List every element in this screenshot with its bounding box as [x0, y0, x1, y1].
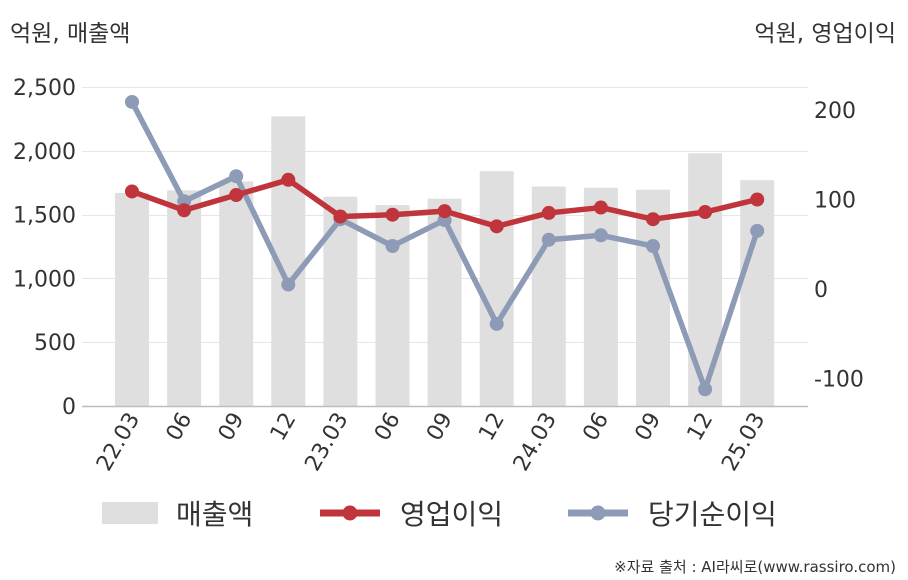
- legend-swatch-net-income: [568, 505, 628, 521]
- right-tick-label: -100: [814, 368, 864, 393]
- left-tick-label: 2,000: [13, 140, 76, 165]
- x-tick-label: 09: [214, 409, 250, 446]
- legend-label-operating-profit: 영업이익: [400, 498, 504, 531]
- right-tick-label: 0: [814, 278, 828, 303]
- legend-item-net-income: 당기순이익: [566, 494, 777, 532]
- x-tick-label: 12: [266, 409, 302, 446]
- x-tick-label: 06: [578, 409, 614, 446]
- net-income-point: [541, 232, 556, 247]
- operating-profit-point: [646, 212, 660, 227]
- x-tick-label: 25.03: [717, 409, 770, 476]
- operating-profit-point: [541, 205, 556, 220]
- legend-swatch-sales: [102, 502, 158, 524]
- legend-label-net-income: 당기순이익: [648, 498, 777, 531]
- net-income-point: [125, 94, 139, 109]
- right-tick-label: 200: [814, 99, 856, 124]
- left-tick-label: 500: [34, 331, 76, 356]
- net-income-point: [646, 239, 660, 254]
- operating-profit-point: [281, 172, 296, 187]
- operating-profit-point: [229, 188, 244, 203]
- legend-label-sales: 매출액: [176, 498, 254, 531]
- x-tick-label: 06: [370, 409, 406, 446]
- net-income-point: [593, 228, 608, 243]
- sales-bar: [740, 180, 775, 406]
- left-tick-label: 1,000: [13, 267, 76, 292]
- sales-bar: [167, 190, 202, 406]
- operating-profit-point: [333, 209, 348, 224]
- right-axis-ticks: -100 0 100 200: [814, 99, 864, 393]
- sales-bar: [688, 153, 723, 406]
- sales-bar: [427, 198, 462, 406]
- x-tick-label: 24.03: [509, 409, 562, 476]
- left-tick-label: 2,500: [13, 76, 76, 101]
- net-income-point: [698, 382, 713, 397]
- sales-bar: [479, 171, 514, 406]
- operating-profit-point: [593, 200, 608, 215]
- sales-bar: [115, 192, 149, 406]
- operating-profit-point: [177, 203, 192, 218]
- x-tick-label: 06: [162, 409, 198, 446]
- x-tick-label: 12: [474, 409, 510, 446]
- left-tick-label: 1,500: [13, 204, 76, 229]
- operating-profit-point: [698, 205, 713, 220]
- sales-bars: [115, 116, 775, 407]
- legend-item-operating-profit: 영업이익: [318, 494, 503, 532]
- sales-bar: [375, 205, 410, 406]
- right-axis-unit: 억원, 영업이익: [754, 21, 896, 47]
- x-tick-label: 12: [683, 409, 719, 446]
- x-tick-label: 09: [422, 409, 458, 446]
- operating-profit-point: [125, 184, 139, 199]
- sales-bar: [219, 181, 254, 406]
- right-tick-label: 100: [814, 189, 856, 214]
- net-income-point: [385, 239, 400, 254]
- profit-lines: [125, 94, 765, 397]
- x-tick-label: 09: [631, 409, 667, 446]
- operating-profit-point: [750, 192, 765, 207]
- source-credit: ※자료 출처 : AI라씨로(www.rassiro.com): [614, 558, 896, 576]
- x-tick-label: 22.03: [92, 409, 145, 476]
- operating-profit-point: [437, 204, 452, 219]
- x-tick-label: 23.03: [300, 409, 353, 476]
- operating-profit-point: [489, 219, 504, 234]
- net-income-point: [281, 277, 296, 292]
- sales-bar: [531, 186, 566, 406]
- left-axis-ticks: 0 500 1,000 1,500 2,000 2,500: [13, 76, 76, 420]
- net-income-point: [229, 169, 244, 184]
- left-tick-label: 0: [62, 395, 76, 420]
- sales-bar: [583, 187, 618, 406]
- legend-swatch-operating-profit: [320, 505, 380, 521]
- left-axis-unit: 억원, 매출액: [10, 21, 131, 47]
- net-income-point: [489, 316, 504, 331]
- net-income-point: [750, 223, 765, 238]
- legend-item-sales: 매출액: [102, 494, 253, 532]
- operating-profit-point: [385, 207, 400, 222]
